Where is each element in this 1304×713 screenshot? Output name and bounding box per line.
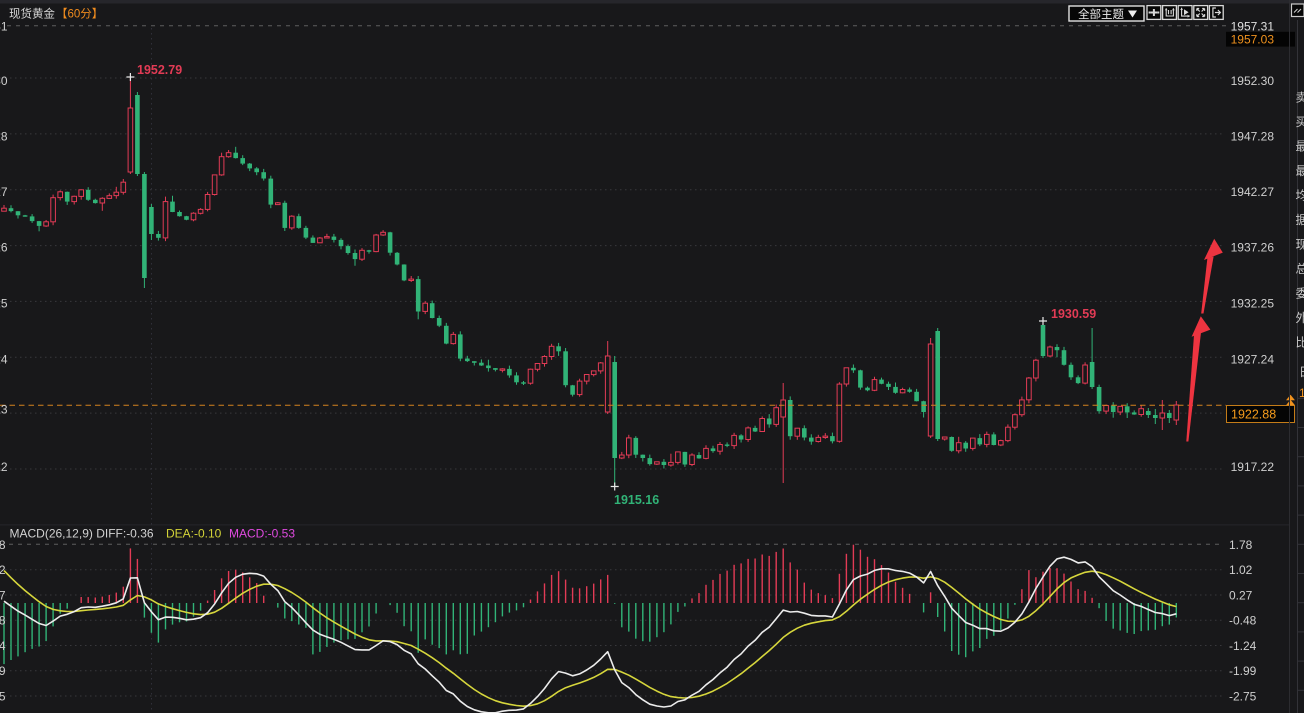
svg-text:1932.25: 1932.25: [0, 297, 8, 311]
svg-text:1932.25: 1932.25: [1231, 297, 1275, 311]
svg-text:1915.16: 1915.16: [614, 493, 659, 507]
svg-text:DEA:-0.10: DEA:-0.10: [166, 527, 222, 541]
svg-text:1.02: 1.02: [0, 563, 6, 577]
svg-text:0.27: 0.27: [0, 588, 6, 602]
svg-text:1927.24: 1927.24: [1231, 352, 1275, 366]
svg-text:日: 日: [1299, 365, 1304, 379]
svg-text:1922.88: 1922.88: [1231, 407, 1276, 421]
svg-text:1.02: 1.02: [1229, 563, 1253, 577]
svg-text:外: 外: [1296, 311, 1304, 325]
svg-text:比: 比: [1296, 335, 1304, 349]
svg-text:MACD(26,12,9) DIFF:-0.36: MACD(26,12,9) DIFF:-0.36: [10, 527, 154, 541]
svg-text:1.78: 1.78: [0, 538, 6, 552]
svg-text:1952.79: 1952.79: [137, 63, 182, 77]
svg-text:1952.30: 1952.30: [1231, 74, 1275, 88]
svg-text:1947.28: 1947.28: [0, 130, 8, 144]
svg-text:-1.99: -1.99: [0, 664, 6, 678]
svg-text:最: 最: [1296, 139, 1304, 153]
svg-text:-1.24: -1.24: [1229, 639, 1257, 653]
svg-text:买: 买: [1296, 115, 1304, 129]
svg-text:1922.23: 1922.23: [0, 402, 8, 416]
svg-text:1917.22: 1917.22: [0, 460, 8, 474]
svg-text:1942.27: 1942.27: [0, 185, 8, 199]
svg-text:1947.28: 1947.28: [1231, 130, 1275, 144]
svg-text:1942.27: 1942.27: [1231, 185, 1275, 199]
svg-text:1927.24: 1927.24: [0, 352, 8, 366]
svg-text:最: 最: [1296, 164, 1304, 178]
svg-text:1937.26: 1937.26: [0, 241, 8, 255]
svg-text:据: 据: [1296, 213, 1304, 227]
svg-text:【60分】: 【60分】: [56, 7, 103, 20]
svg-text:1957.31: 1957.31: [1231, 19, 1275, 33]
svg-text:总: 总: [1296, 262, 1304, 276]
svg-text:MACD:-0.53: MACD:-0.53: [229, 527, 295, 541]
svg-text:-1.99: -1.99: [1229, 664, 1257, 678]
svg-text:-0.48: -0.48: [0, 614, 6, 628]
svg-text:1: 1: [1299, 386, 1304, 400]
svg-text:-2.75: -2.75: [1229, 689, 1257, 703]
svg-text:-2.75: -2.75: [0, 689, 6, 703]
svg-text:0.27: 0.27: [1229, 588, 1253, 602]
svg-text:全部主题: 全部主题: [1078, 7, 1124, 21]
svg-text:现货黄金: 现货黄金: [9, 6, 55, 20]
svg-text:委: 委: [1296, 286, 1304, 300]
svg-text:1937.26: 1937.26: [1231, 241, 1275, 255]
svg-text:1930.59: 1930.59: [1051, 307, 1096, 321]
svg-text:现: 现: [1296, 237, 1304, 251]
svg-text:-1.24: -1.24: [0, 639, 6, 653]
svg-text:-0.48: -0.48: [1229, 614, 1257, 628]
svg-text:卖: 卖: [1296, 90, 1304, 104]
svg-text:1952.30: 1952.30: [0, 74, 8, 88]
svg-text:1.78: 1.78: [1229, 538, 1253, 552]
svg-text:1917.22: 1917.22: [1231, 460, 1275, 474]
svg-text:1957.03: 1957.03: [1231, 33, 1275, 47]
svg-text:均: 均: [1296, 188, 1304, 202]
svg-text:1957.31: 1957.31: [0, 19, 8, 33]
